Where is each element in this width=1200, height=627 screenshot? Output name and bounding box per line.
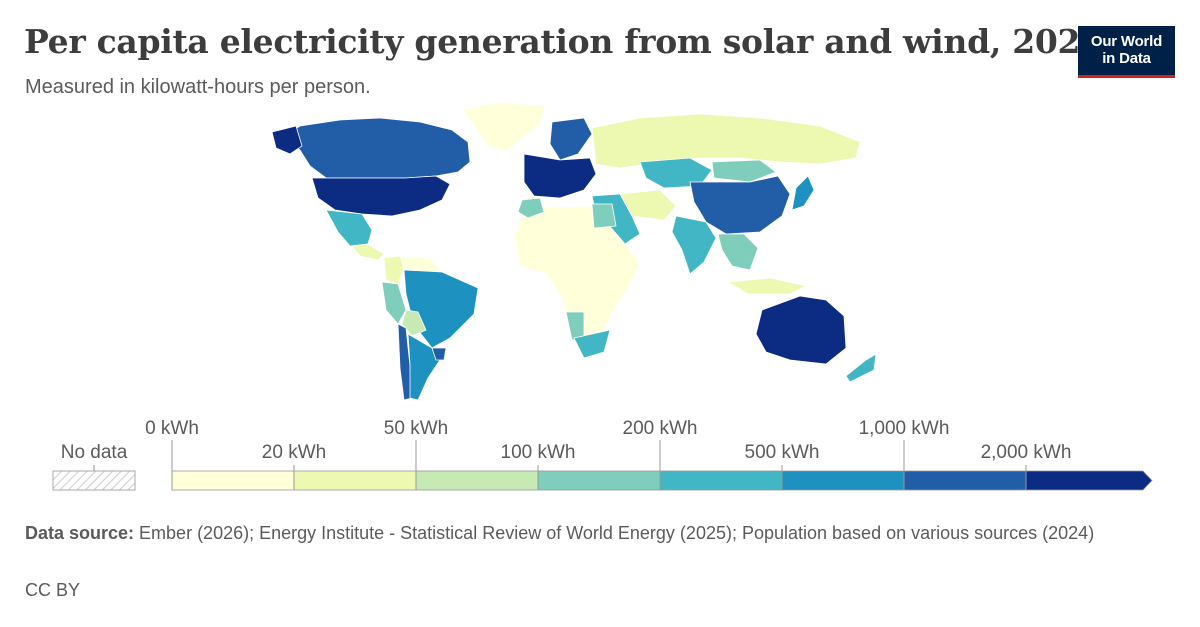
region-south-africa[interactable] <box>573 329 611 359</box>
region-russia[interactable] <box>591 113 861 169</box>
region-alaska[interactable] <box>271 125 303 155</box>
legend-bin <box>659 470 783 491</box>
legend-bin <box>415 470 539 491</box>
legend-tick-label: 50 kWh <box>384 418 448 439</box>
chart-title: Per capita electricity generation from s… <box>24 22 1103 61</box>
legend-tick-label: 20 kWh <box>262 442 326 463</box>
legend-no-data-swatch <box>52 470 136 491</box>
region-china[interactable] <box>689 175 791 235</box>
region-namibia[interactable] <box>565 311 585 341</box>
logo-line-1: Our World <box>1090 33 1163 50</box>
map-legend: No data 0 kWh 20 kWh 50 kWh 100 kWh 200 kWh 5… <box>52 418 1153 491</box>
region-mexico[interactable] <box>325 209 373 247</box>
legend-bin <box>1025 470 1153 491</box>
region-canada[interactable] <box>281 117 471 179</box>
legend-bin <box>903 470 1027 491</box>
region-scandinavia[interactable] <box>549 117 593 161</box>
world-map[interactable] <box>0 98 1200 403</box>
data-source-label: Data source: <box>25 523 135 543</box>
region-peru[interactable] <box>381 281 407 325</box>
legend-tick-label: 200 kWh <box>623 418 698 439</box>
owid-logo[interactable]: Our World in Data <box>1078 26 1175 78</box>
legend-bin <box>537 470 661 491</box>
legend-bins <box>171 470 1153 491</box>
region-colombia[interactable] <box>383 255 405 285</box>
region-uruguay[interactable] <box>431 347 447 361</box>
chart-subtitle: Measured in kilowatt-hours per person. <box>25 76 371 98</box>
data-source-text: Ember (2026); Energy Institute - Statist… <box>134 523 1095 543</box>
legend-tick-label: 100 kWh <box>501 442 576 463</box>
legend-bin <box>171 470 295 491</box>
data-source: Data source: Ember (2026); Energy Instit… <box>25 521 1145 546</box>
region-greenland[interactable] <box>461 101 546 153</box>
region-indonesia[interactable] <box>726 277 808 295</box>
region-southeast-asia[interactable] <box>717 233 759 271</box>
logo-line-2: in Data <box>1102 50 1151 67</box>
legend-bin <box>781 470 905 491</box>
region-morocco[interactable] <box>517 197 545 219</box>
license[interactable]: CC BY <box>25 580 81 600</box>
region-united-states[interactable] <box>311 175 451 217</box>
region-new-zealand[interactable] <box>845 353 877 383</box>
region-egypt[interactable] <box>591 203 617 229</box>
region-japan[interactable] <box>791 175 815 211</box>
region-central-america[interactable] <box>351 243 385 261</box>
region-india[interactable] <box>671 215 717 275</box>
legend-no-data-label: No data <box>61 442 128 463</box>
region-brazil[interactable] <box>403 269 479 349</box>
legend-tick-label: 0 kWh <box>145 418 199 439</box>
legend-tick-label: 500 kWh <box>745 442 820 463</box>
region-australia[interactable] <box>755 295 847 365</box>
region-bolivia[interactable] <box>401 309 427 337</box>
region-mongolia[interactable] <box>711 159 777 183</box>
legend-ticks: 0 kWh 20 kWh 50 kWh 100 kWh 200 kWh 500 kWh 1,… <box>145 418 1071 490</box>
legend-bin <box>293 470 417 491</box>
legend-tick-label: 2,000 kWh <box>981 442 1072 463</box>
region-europe[interactable] <box>523 153 597 199</box>
legend-tick-label: 1,000 kWh <box>859 418 950 439</box>
